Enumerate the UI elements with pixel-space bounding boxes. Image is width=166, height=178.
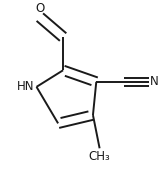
Text: O: O bbox=[35, 2, 44, 15]
Text: HN: HN bbox=[17, 80, 35, 93]
Text: N: N bbox=[150, 75, 159, 88]
Text: CH₃: CH₃ bbox=[89, 150, 111, 163]
